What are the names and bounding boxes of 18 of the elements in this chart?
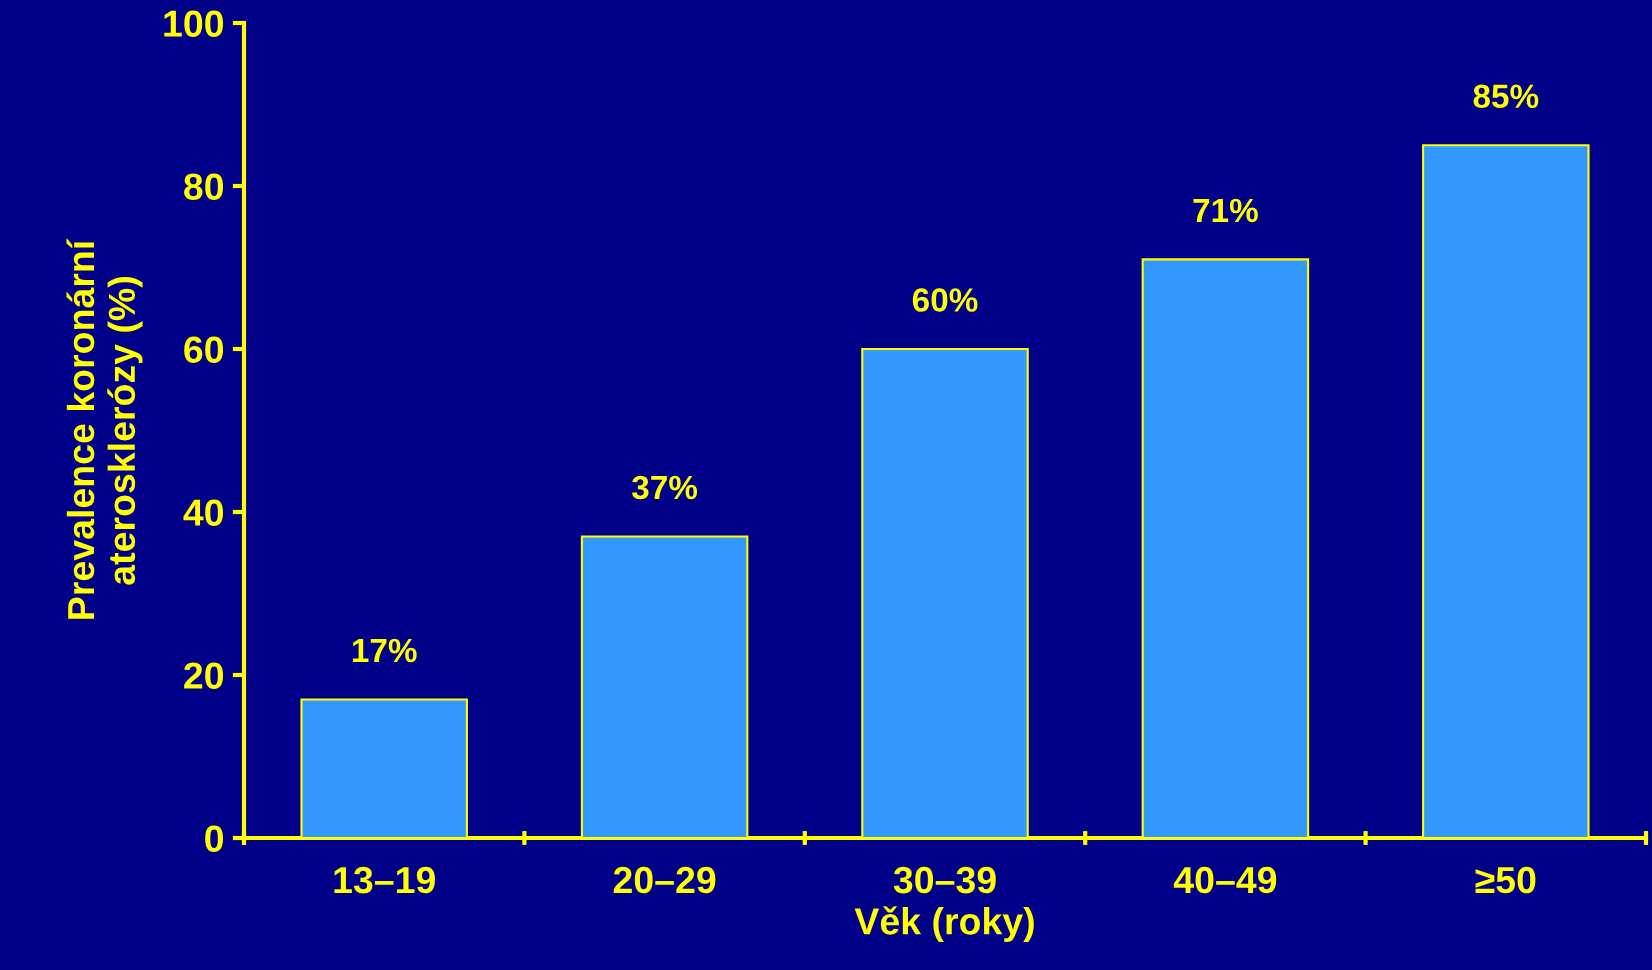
x-tick-label: 30–39	[893, 866, 996, 894]
x-tick-label: ≥50	[1475, 866, 1536, 894]
y-tick-label: 40	[183, 499, 224, 526]
x-tick-label: 20–29	[613, 866, 716, 894]
data-label: 17%	[352, 638, 417, 663]
x-axis-title: Věk (roky)	[854, 906, 1034, 943]
y-tick-label: 60	[184, 336, 224, 363]
y-tick-label: 80	[184, 173, 224, 200]
data-label: 85%	[1473, 84, 1539, 109]
y-tick-label: 0	[205, 825, 224, 852]
x-tick-label: 13–19	[334, 866, 435, 894]
y-tick-label: 100	[164, 10, 224, 37]
y-axis-title: Prevalence koronární aterosklerózy (%)	[66, 238, 143, 619]
data-label: 71%	[1193, 198, 1258, 223]
x-tick-label: 40–49	[1173, 866, 1277, 894]
y-tick-label: 20	[184, 662, 224, 689]
data-label: 60%	[912, 288, 978, 312]
data-label: 37%	[632, 475, 698, 500]
